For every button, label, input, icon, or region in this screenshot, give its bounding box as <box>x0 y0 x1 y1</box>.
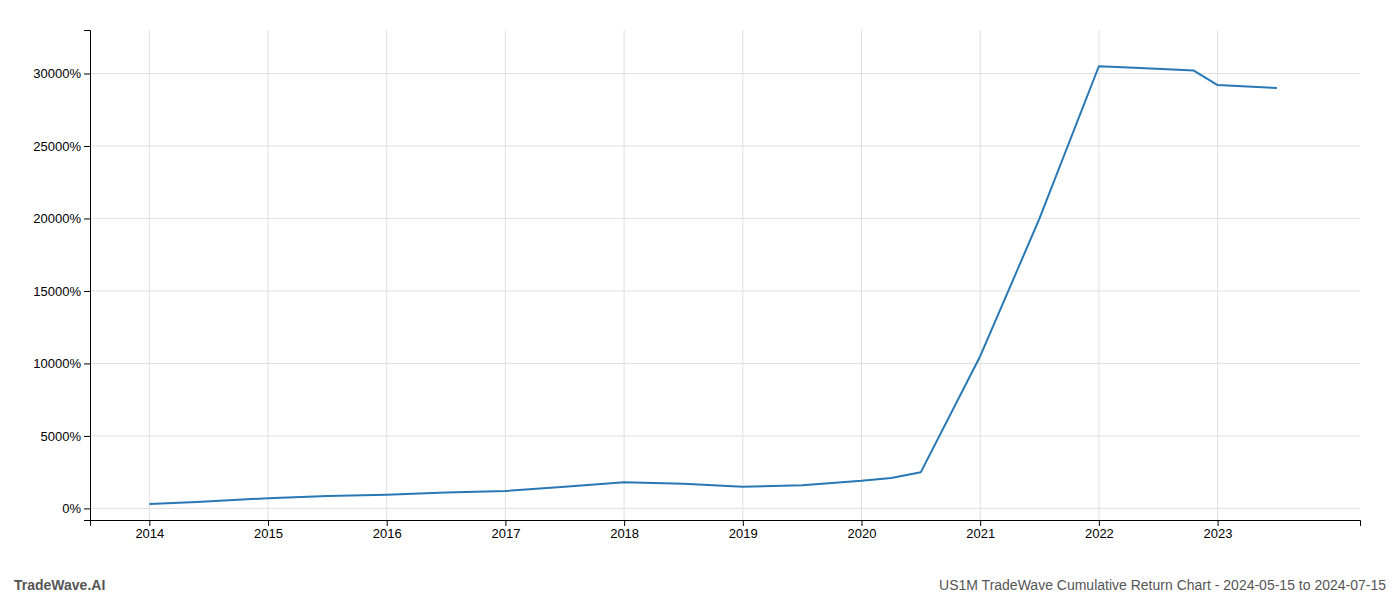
data-line <box>149 66 1277 504</box>
grid <box>90 30 1360 520</box>
y-tick: 20000% <box>33 211 90 226</box>
x-tick: 2020 <box>848 520 877 541</box>
x-tick: 2015 <box>254 520 283 541</box>
y-tick-label: 0% <box>62 501 81 516</box>
footer-right: US1M TradeWave Cumulative Return Chart -… <box>939 577 1386 593</box>
y-tick: 0% <box>62 501 90 516</box>
x-grid-line <box>1217 30 1218 520</box>
y-tick-mark <box>84 508 90 509</box>
x-tick-label: 2016 <box>373 526 402 541</box>
x-tick-mark <box>268 520 269 526</box>
y-tick: 10000% <box>33 356 90 371</box>
y-tick-mark <box>84 73 90 74</box>
y-tick: 15000% <box>33 284 90 299</box>
x-axis: 2014 2015 2016 2017 2018 2019 2020 2021 2022 2023 <box>91 520 1361 541</box>
x-tick-label: 2014 <box>135 526 164 541</box>
x-tick-mark <box>1099 520 1100 526</box>
x-tick-label: 2023 <box>1204 526 1233 541</box>
x-tick: 2022 <box>1085 520 1114 541</box>
x-tick-label: 2018 <box>610 526 639 541</box>
x-tick-label: 2017 <box>491 526 520 541</box>
x-tick: 2016 <box>373 520 402 541</box>
y-tick-label: 10000% <box>33 356 81 371</box>
x-grid-line <box>624 30 625 520</box>
y-grid-line <box>90 218 1360 219</box>
y-tick-mark <box>84 363 90 364</box>
x-tick-mark <box>624 520 625 526</box>
footer-left: TradeWave.AI <box>14 577 105 593</box>
y-grid-line <box>90 363 1360 364</box>
x-tick-mark <box>1218 520 1219 526</box>
y-tick: 30000% <box>33 66 90 81</box>
x-tick: 2019 <box>729 520 758 541</box>
x-tick-label: 2022 <box>1085 526 1114 541</box>
x-axis-line <box>91 521 1361 527</box>
y-tick: 5000% <box>41 429 90 444</box>
x-tick: 2023 <box>1204 520 1233 541</box>
x-tick: 2018 <box>610 520 639 541</box>
x-grid-line <box>1098 30 1099 520</box>
x-grid-line <box>505 30 506 520</box>
x-tick: 2017 <box>491 520 520 541</box>
y-grid-line <box>90 508 1360 509</box>
x-tick: 2021 <box>966 520 995 541</box>
y-grid-line <box>90 73 1360 74</box>
x-tick: 2014 <box>135 520 164 541</box>
y-tick-label: 15000% <box>33 284 81 299</box>
x-grid-line <box>742 30 743 520</box>
y-axis: 0% 5000% 10000% 15000% 20000% 25000% 30000% <box>33 31 90 521</box>
x-tick-label: 2019 <box>729 526 758 541</box>
y-grid-line <box>90 290 1360 291</box>
marks <box>149 66 1277 504</box>
x-grid-line <box>268 30 269 520</box>
x-tick-label: 2020 <box>848 526 877 541</box>
x-tick-mark <box>861 520 862 526</box>
x-tick-label: 2015 <box>254 526 283 541</box>
x-grid-line <box>980 30 981 520</box>
y-tick-label: 20000% <box>33 211 81 226</box>
x-tick-mark <box>387 520 388 526</box>
y-tick-label: 30000% <box>33 66 81 81</box>
x-tick-mark <box>980 520 981 526</box>
x-grid-line <box>861 30 862 520</box>
y-axis-line <box>84 31 91 521</box>
y-tick-mark <box>84 218 90 219</box>
y-tick: 25000% <box>33 139 90 154</box>
y-grid-line <box>90 145 1360 146</box>
plot-area: 2014 2015 2016 2017 2018 2019 2020 2021 2022 2023… <box>33 30 1360 541</box>
x-tick-label: 2021 <box>966 526 995 541</box>
x-tick-mark <box>505 520 506 526</box>
y-tick-mark <box>84 146 90 147</box>
chart: 2014 2015 2016 2017 2018 2019 2020 2021 2022 2023… <box>0 0 1400 600</box>
x-grid-line <box>386 30 387 520</box>
x-tick-mark <box>743 520 744 526</box>
y-grid-line <box>90 435 1360 436</box>
x-grid-line <box>149 30 150 520</box>
x-tick-mark <box>149 520 150 526</box>
y-tick-mark <box>84 291 90 292</box>
y-tick-label: 25000% <box>33 139 81 154</box>
y-tick-label: 5000% <box>41 429 82 444</box>
y-tick-mark <box>84 436 90 437</box>
